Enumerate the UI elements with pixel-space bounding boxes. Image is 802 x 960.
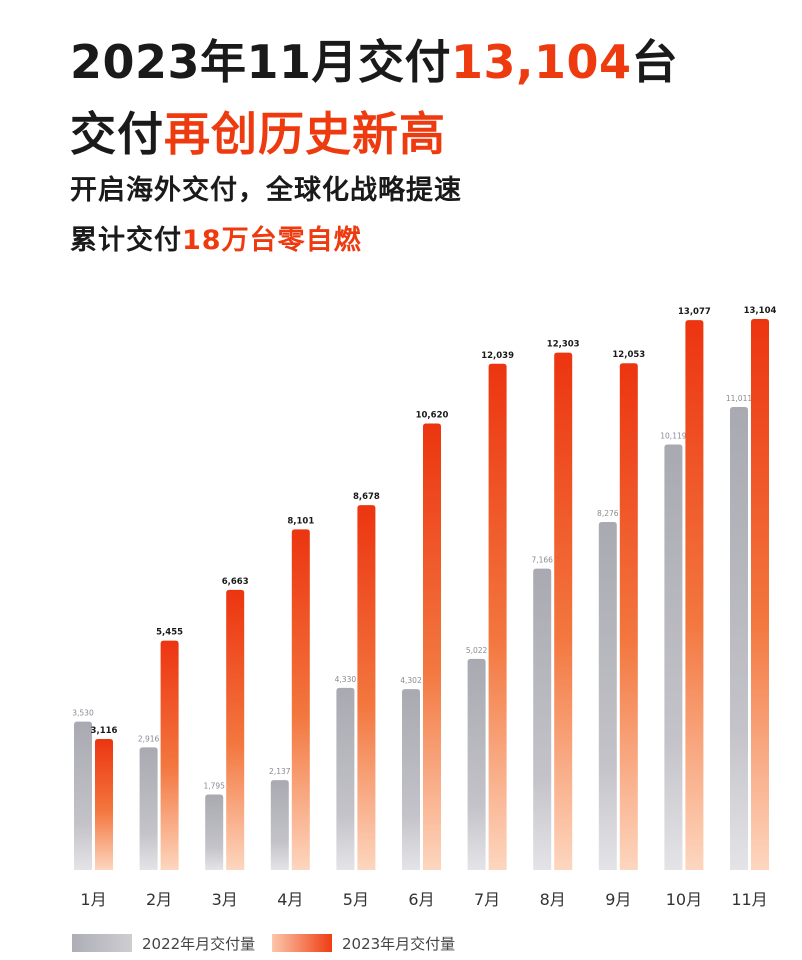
x-tick-label-8: 8月 (540, 890, 566, 909)
bar-2022-5 (336, 687, 355, 870)
x-tick-label-11: 11月 (731, 890, 767, 909)
legend-label-2022: 2022年月交付量 (142, 934, 256, 953)
headline-line1: 2023年11月交付13,104台 (70, 26, 678, 92)
bar-2023-2 (160, 640, 179, 870)
legend-label-2023: 2023年月交付量 (342, 934, 456, 953)
headline-line2-accent: 再创历史新高 (164, 107, 446, 161)
bar-2022-10 (664, 444, 683, 870)
headline-line2-prefix: 交付 (70, 107, 164, 161)
x-tick-label-3: 3月 (212, 890, 238, 909)
bar-2022-7 (467, 658, 486, 870)
value-label-2022-7: 5,022 (466, 646, 488, 655)
legend-swatch-2023 (272, 934, 332, 952)
value-label-2023-4: 8,101 (287, 516, 314, 526)
bar-2023-11 (751, 319, 769, 870)
x-tick-label-9: 9月 (605, 890, 631, 909)
value-label-2022-8: 7,166 (531, 556, 553, 565)
value-label-2023-7: 12,039 (481, 351, 514, 361)
headline-line1-prefix: 2023年11月交付 (70, 35, 452, 89)
value-label-2023-2: 5,455 (156, 628, 183, 638)
subtitle-line2-accent: 18万台零自燃 (182, 225, 362, 256)
bars-layer: 3,530 3,116 1月 2,916 5,455 2月 1,795 6,663 3月 2,13… (72, 306, 776, 909)
bar-2023-5 (357, 505, 376, 870)
value-label-2022-10: 10,119 (660, 432, 686, 441)
value-label-2023-8: 12,303 (547, 340, 580, 350)
x-tick-label-7: 7月 (474, 890, 500, 909)
bar-2022-11 (730, 407, 748, 870)
subtitle-line2-prefix: 累计交付 (70, 225, 182, 256)
bar-2022-6 (402, 689, 420, 870)
legend-swatch-2022 (72, 934, 132, 952)
value-label-2022-9: 8,276 (597, 509, 619, 518)
value-label-2023-11: 13,104 (744, 306, 777, 316)
headline-delivery-number: 13,104 (451, 35, 632, 89)
bar-2023-3 (226, 589, 245, 870)
value-label-2022-5: 4,330 (335, 675, 357, 684)
bar-2023-8 (554, 352, 573, 870)
legend-item-2022: 2022年月交付量 (72, 932, 255, 954)
value-label-2023-1: 3,116 (91, 726, 118, 736)
value-label-2023-10: 13,077 (678, 307, 711, 317)
x-tick-label-10: 10月 (666, 890, 702, 909)
value-label-2023-9: 12,053 (612, 350, 645, 360)
value-label-2022-6: 4,302 (400, 676, 422, 685)
x-tick-label-5: 5月 (343, 890, 369, 909)
subtitle-line1: 开启海外交付，全球化战略提速 (70, 175, 462, 206)
bar-2023-1 (95, 738, 113, 870)
value-label-2022-2: 2,916 (138, 734, 160, 743)
subtitle-line2: 累计交付18万台零自燃 (70, 218, 362, 257)
bar-2022-2 (139, 747, 158, 870)
bar-2022-8 (533, 568, 552, 870)
bar-2022-1 (74, 721, 92, 870)
value-label-2022-3: 1,795 (203, 782, 225, 791)
bar-2023-9 (619, 363, 638, 870)
value-label-2022-1: 3,530 (72, 709, 94, 718)
x-tick-label-4: 4月 (277, 890, 303, 909)
bar-2022-9 (598, 522, 617, 870)
value-label-2023-6: 10,620 (416, 410, 449, 420)
headline-line1-suffix: 台 (631, 35, 679, 89)
legend-item-2023: 2023年月交付量 (272, 932, 455, 954)
x-tick-label-1: 1月 (80, 890, 106, 909)
bar-2022-3 (205, 794, 224, 870)
value-label-2022-4: 2,137 (269, 767, 291, 776)
bar-2023-7 (488, 363, 507, 870)
value-label-2023-3: 6,663 (222, 577, 249, 587)
value-label-2022-11: 11,011 (726, 394, 752, 403)
bar-2023-4 (291, 529, 310, 870)
headline-line2: 交付再创历史新高 (70, 98, 446, 164)
bar-2022-4 (270, 780, 289, 870)
x-tick-label-6: 6月 (408, 890, 434, 909)
bar-2023-6 (423, 423, 441, 870)
value-label-2023-5: 8,678 (353, 492, 380, 502)
x-tick-label-2: 2月 (146, 890, 172, 909)
bar-2023-10 (685, 320, 704, 870)
